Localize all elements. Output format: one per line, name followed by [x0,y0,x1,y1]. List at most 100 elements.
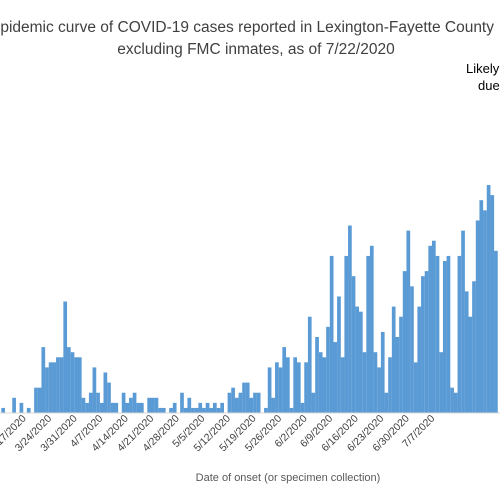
bar [41,347,46,413]
bar [391,306,396,413]
bar [245,382,250,413]
bar [172,402,177,413]
bar [125,402,130,413]
bar [59,357,64,413]
bar [329,255,334,413]
bar [150,397,155,413]
bar [26,407,31,413]
bar [249,397,254,413]
bar [377,367,381,413]
bar [48,362,53,413]
bar [483,210,487,413]
bar [180,392,184,413]
bar [450,387,454,413]
bar [92,367,97,413]
bar [432,240,436,413]
bar [417,306,422,413]
bar [439,352,443,413]
bar [479,200,484,413]
bar [169,407,173,413]
x-tick-labels: 3/10/20203/17/20203/24/20203/31/20204/7/… [0,413,438,455]
bar [275,362,279,413]
bar [238,392,243,413]
bar [161,407,166,413]
bar [110,402,115,413]
bar [231,387,235,413]
bar [424,271,429,413]
bar [96,392,100,413]
chart-title-line-1: Epidemic curve of COVID-19 cases reporte… [0,19,494,36]
bar [315,337,319,413]
bar [103,372,108,413]
bar [88,392,93,413]
bar [399,316,403,413]
chart-title-line-2: excluding FMC inmates, as of 7/22/2020 [117,41,395,58]
bar [187,397,192,413]
bar [234,397,239,413]
bar [37,387,42,413]
bar [56,357,60,413]
bar [373,352,378,413]
bar [271,397,276,413]
bar [132,392,137,413]
bar [289,407,294,413]
bars-group [1,185,498,413]
bar [227,392,232,413]
bar [348,225,352,413]
bar [490,195,495,413]
bar [253,392,257,413]
bar [278,367,283,413]
bar [114,402,119,413]
bar [12,397,16,413]
bar [129,397,133,413]
bar [475,220,480,413]
bar [296,362,301,413]
bar [282,347,287,413]
bar [209,407,214,413]
bar [300,402,305,413]
bar [333,342,338,413]
bar [369,245,374,413]
bar [395,337,400,413]
bar [34,387,38,413]
bar [183,407,188,413]
bar [136,402,141,413]
bar [293,357,297,413]
bar [45,367,49,413]
bar [220,402,224,413]
bar [468,316,473,413]
bar [205,402,210,413]
bar [428,245,433,413]
bar [198,402,203,413]
bar [52,362,57,413]
bar [362,352,367,413]
bar [264,407,268,413]
annotation-line-1: Likely [466,61,500,76]
bar [63,301,68,413]
bar [464,291,469,413]
bar [457,255,462,413]
bar [344,255,349,413]
bar [107,382,111,413]
bar [402,271,407,413]
bar [1,407,5,413]
bar [194,407,199,413]
bar [99,402,104,413]
bar [81,397,86,413]
bar [158,407,162,413]
bar [384,392,389,413]
bar [340,357,345,413]
bar [121,392,126,413]
bar [410,286,414,413]
bar [202,407,206,413]
bar [154,397,159,413]
bar [311,392,316,413]
bar [351,276,356,413]
bar [77,357,82,413]
bar [442,261,447,413]
bar [70,352,75,413]
bar [318,352,323,413]
bar [19,402,24,413]
bar [494,250,498,413]
